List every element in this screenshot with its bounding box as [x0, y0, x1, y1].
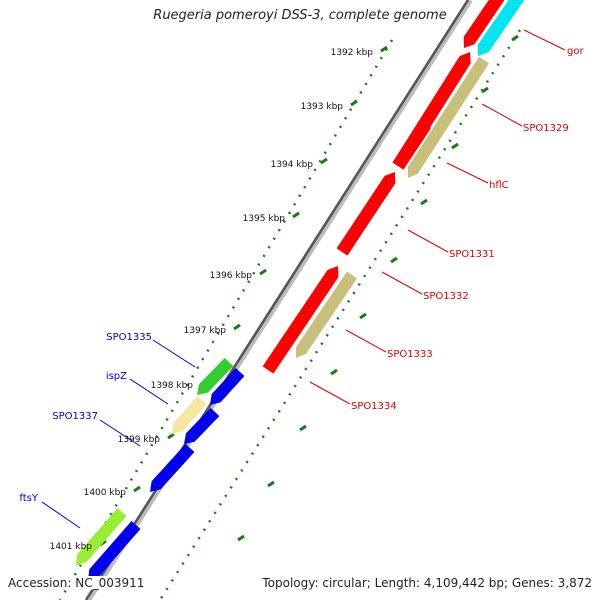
ruler-tick-mark: [133, 485, 141, 493]
gene-label-gor: gor: [567, 46, 584, 57]
ruler-tick-mark: [380, 45, 388, 53]
ruler-tick-label: 1398 kbp: [151, 381, 194, 391]
ruler-tick-mark: [167, 432, 175, 440]
gene-label-spo1334: SPO1334: [351, 401, 397, 412]
leader-line-spo1337: [99, 419, 141, 447]
gene-label-spo1332: SPO1332: [423, 291, 469, 302]
gene-label-spo1331: SPO1331: [449, 249, 495, 260]
gene-feature-spo1332: [262, 266, 339, 374]
ruler-tick-mark: [292, 211, 300, 219]
ruler-tick-label: 1392 kbp: [331, 48, 374, 58]
gene-label-spo1337: SPO1337: [52, 411, 98, 422]
label-leaders: [41, 29, 566, 529]
ruler-tick-label: 1401 kbp: [50, 542, 93, 552]
gene-labels: 1392 kbp 1393 kbp 1394 kbp 1395 kbp 1396 kbp…: [19, 46, 584, 552]
gene-feature-hflc: [392, 118, 431, 170]
outer-tick-mark: [267, 480, 275, 488]
ruler-tick-label: 1395 kbp: [243, 214, 286, 224]
gene-feature-tan-1: [407, 56, 490, 179]
dotted-guides: [58, 29, 522, 600]
leader-line-spo1329: [481, 103, 523, 127]
outer-tick-mark: [237, 534, 245, 542]
ruler-tick-mark: [350, 99, 358, 107]
gene-feature-spo1335: [197, 357, 234, 395]
ruler-ticks: [99, 34, 519, 547]
ruler-tick-mark: [233, 323, 241, 331]
gene-feature-spo1331: [336, 172, 396, 256]
gene-feature-ispz: [172, 396, 207, 434]
leader-line-spo1332: [381, 271, 423, 295]
outer-tick-mark: [420, 198, 428, 206]
leader-line-spo1334: [309, 381, 351, 405]
leader-line-spo1331: [407, 229, 449, 253]
gene-label-spo1333: SPO1333: [387, 349, 433, 360]
outer-tick-mark: [359, 312, 367, 320]
ruler-tick-label: 1400 kbp: [84, 488, 127, 498]
ruler-tick-mark: [259, 268, 267, 276]
map-title: Ruegeria pomeroyi DSS-3, complete genome: [153, 8, 447, 23]
gene-feature-blue-1: [210, 367, 245, 405]
gene-feature-blue-3: [88, 521, 141, 580]
accession-label: Accession: NC_003911: [8, 576, 145, 590]
gene-label-hflc: hflC: [489, 180, 509, 191]
leader-line-ispz: [129, 378, 169, 405]
outer-tick-mark: [299, 424, 307, 432]
ruler-tick-label: 1394 kbp: [271, 160, 314, 170]
outer-tick-mark: [481, 86, 489, 94]
gene-feature-spo1337: [150, 443, 195, 492]
ruler-tick-label: 1397 kbp: [184, 326, 227, 336]
ruler-dotted-line: [58, 39, 394, 600]
ruler-tick-mark: [320, 157, 328, 165]
gene-label-spo1329: SPO1329: [523, 123, 569, 134]
ruler-tick-label: 1396 kbp: [210, 271, 253, 281]
gene-label-ftsy: ftsY: [19, 493, 38, 504]
outer-tick-mark: [451, 142, 459, 150]
leader-line-ftsy: [41, 501, 81, 529]
outer-tick-mark: [511, 34, 519, 42]
genome-backbone: [84, 0, 473, 600]
topology-summary: Topology: circular; Length: 4,109,442 bp…: [262, 576, 592, 590]
ruler-tick-label: 1393 kbp: [301, 102, 344, 112]
gene-feature-tan-2: [296, 271, 357, 358]
leader-line-hflc: [446, 162, 489, 184]
gene-feature-ftsy: [76, 508, 127, 565]
outer-tick-mark: [390, 256, 398, 264]
gene-feature-blue-2: [184, 407, 220, 444]
leader-line-spo1333: [345, 329, 387, 353]
outer-tick-mark: [330, 368, 338, 376]
gene-feature-cyan: [477, 0, 525, 56]
gene-features: [76, 0, 525, 580]
gene-label-ispz: ispZ: [106, 371, 127, 382]
outer-dotted-line: [158, 29, 522, 600]
gene-label-spo1335: SPO1335: [106, 332, 152, 343]
leader-line-gor: [523, 29, 566, 51]
leader-line-spo1335: [152, 339, 196, 368]
gene-feature-gor: [463, 0, 505, 48]
ruler-tick-label: 1399 kbp: [118, 435, 161, 445]
